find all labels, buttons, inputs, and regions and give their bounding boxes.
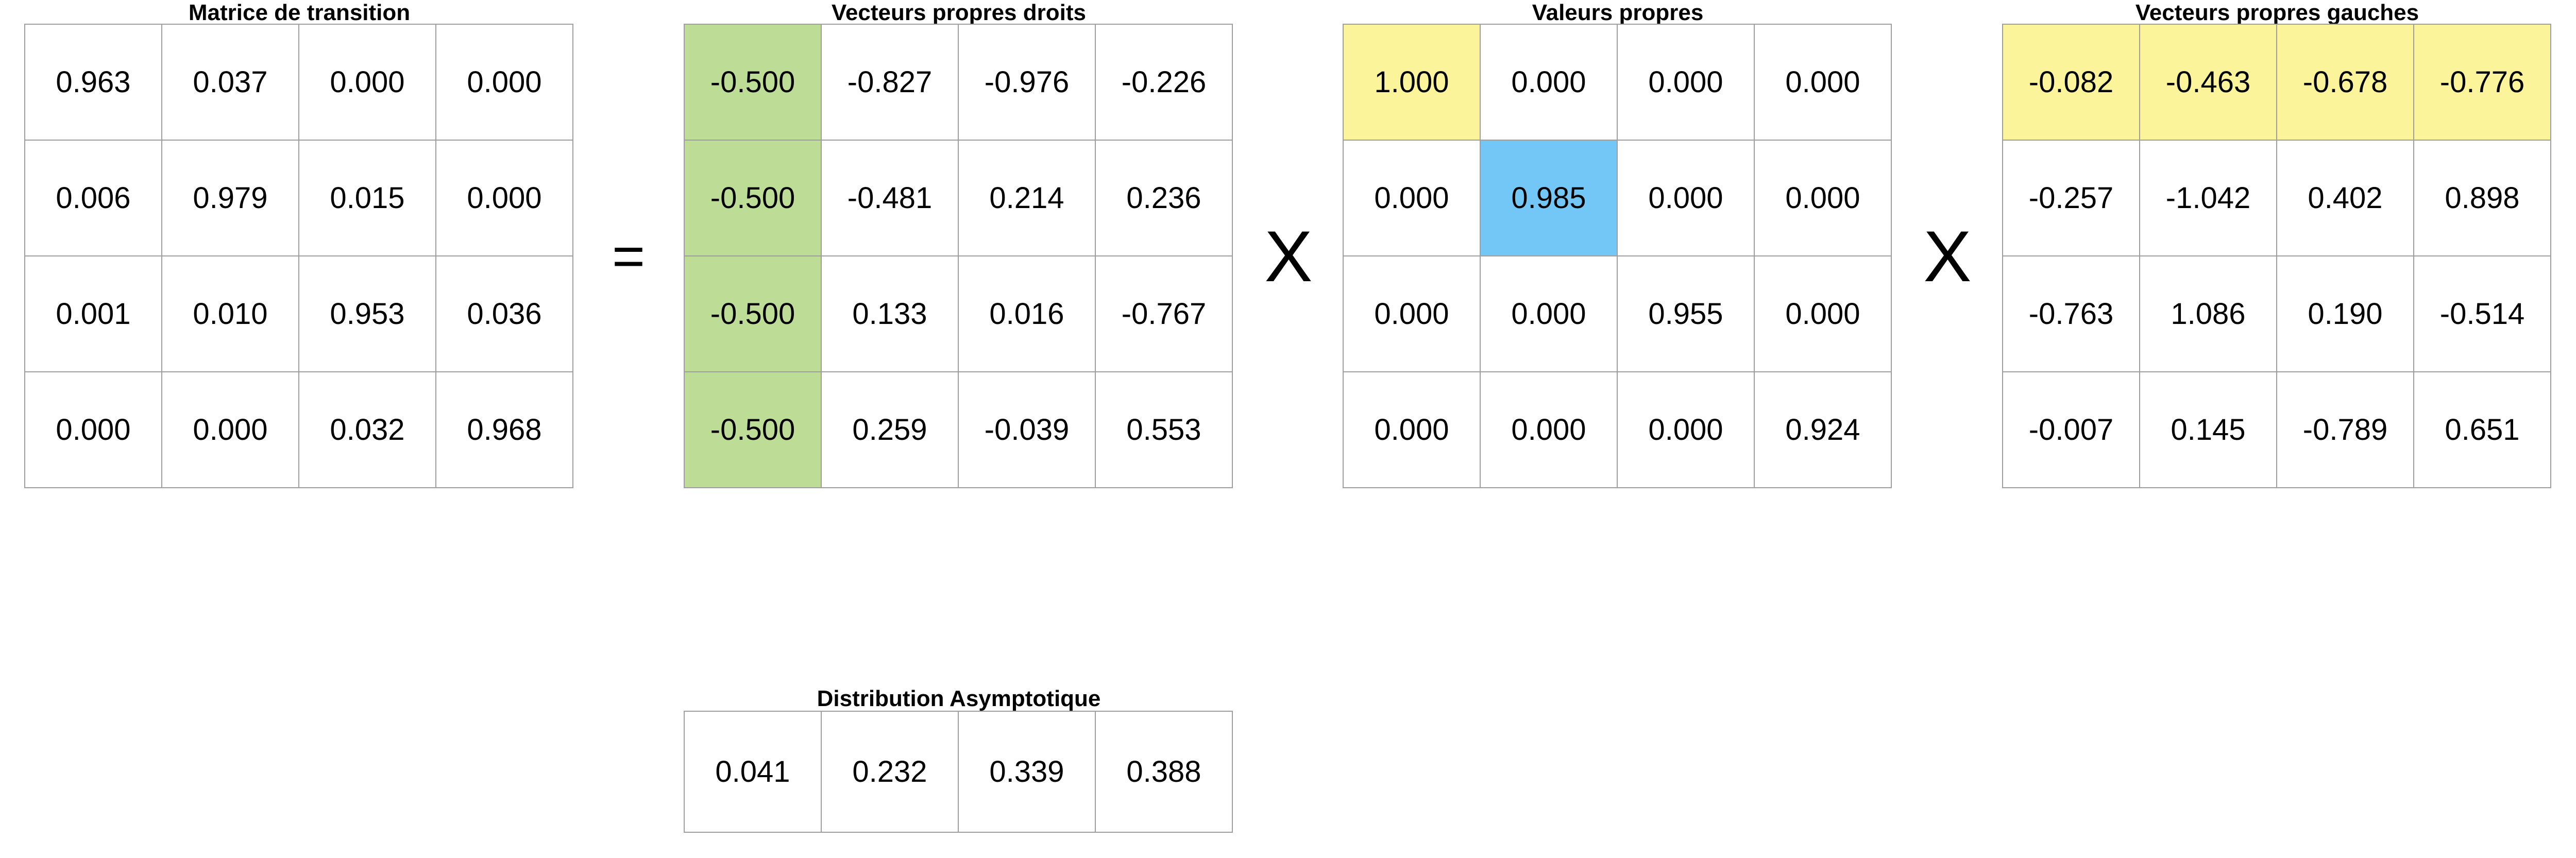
matrix-cell: -1.042 [2139, 140, 2277, 256]
matrix-cell: 0.016 [958, 255, 1096, 372]
matrix-row: 0.963 0.037 0.000 0.000 [24, 24, 573, 141]
matrix-row: 0.000 0.000 0.955 0.000 [1343, 255, 1892, 372]
matrix-cell: 0.041 [684, 711, 822, 833]
matrix-cell: 0.000 [1480, 255, 1618, 372]
highlighted-cell: -0.500 [684, 255, 822, 372]
matrix-row: 0.000 0.000 0.000 0.924 [1343, 371, 1892, 488]
highlighted-cell: -0.463 [2139, 24, 2277, 141]
matrix-cell: -0.257 [2002, 140, 2140, 256]
matrix-cell: 0.133 [821, 255, 959, 372]
matrix-cell: 0.000 [161, 371, 299, 488]
matrix-row: -0.500 0.259 -0.039 0.553 [684, 371, 1233, 488]
matrix-cell: -0.514 [2413, 255, 2551, 372]
matrix-cell: 0.000 [1480, 371, 1618, 488]
highlighted-cell: -0.678 [2276, 24, 2414, 141]
matrix-cell: 0.979 [161, 140, 299, 256]
matrix-cell: -0.007 [2002, 371, 2140, 488]
matrix-cell: 0.232 [821, 711, 959, 833]
matrix-cell: 0.000 [435, 140, 573, 256]
matrix-row: 1.000 0.000 0.000 0.000 [1343, 24, 1892, 141]
left-eigenvectors-table: -0.082 -0.463 -0.678 -0.776 -0.257 -1.04… [2002, 24, 2551, 488]
matrix-cell: -0.789 [2276, 371, 2414, 488]
multiply-sign: X [1264, 216, 1313, 297]
matrix-cell: 0.953 [298, 255, 436, 372]
highlighted-cell: -0.776 [2413, 24, 2551, 141]
matrix-cell: 0.402 [2276, 140, 2414, 256]
matrix-cell: 0.236 [1095, 140, 1233, 256]
matrix-cell: 0.898 [2413, 140, 2551, 256]
matrix-row: 0.000 0.000 0.032 0.968 [24, 371, 573, 488]
matrix-cell: 0.000 [1343, 140, 1481, 256]
asymptotic-distribution-table: 0.041 0.232 0.339 0.388 [684, 711, 1233, 833]
matrix-cell: 0.000 [1480, 24, 1618, 141]
matrix-cell: -0.827 [821, 24, 959, 141]
highlighted-cell: -0.500 [684, 371, 822, 488]
matrix-cell: 0.032 [298, 371, 436, 488]
matrix-row: -0.007 0.145 -0.789 0.651 [2002, 371, 2551, 488]
matrix-cell: -0.767 [1095, 255, 1233, 372]
matrix-cell: 0.000 [1617, 140, 1755, 256]
right-eigenvectors-title: Vecteurs propres droits [832, 0, 1086, 25]
matrix-cell: 0.037 [161, 24, 299, 141]
matrix-cell: 0.000 [1754, 24, 1892, 141]
multiply-sign: X [1923, 216, 1972, 297]
matrix-cell: 0.388 [1095, 711, 1233, 833]
matrix-row: -0.500 -0.827 -0.976 -0.226 [684, 24, 1233, 141]
matrix-cell: -0.763 [2002, 255, 2140, 372]
matrix-cell: 0.214 [958, 140, 1096, 256]
transition-matrix-table: 0.963 0.037 0.000 0.000 0.006 0.979 0.01… [24, 24, 573, 488]
matrix-row: -0.257 -1.042 0.402 0.898 [2002, 140, 2551, 256]
matrix-cell: -0.481 [821, 140, 959, 256]
matrix-cell: 0.000 [1617, 24, 1755, 141]
matrix-row: 0.041 0.232 0.339 0.388 [684, 711, 1233, 833]
matrix-row: -0.763 1.086 0.190 -0.514 [2002, 255, 2551, 372]
highlighted-cell: -0.500 [684, 140, 822, 256]
matrix-cell: 0.963 [24, 24, 162, 141]
matrix-cell: 0.006 [24, 140, 162, 256]
matrix-row: -0.500 -0.481 0.214 0.236 [684, 140, 1233, 256]
highlighted-cell: -0.500 [684, 24, 822, 141]
right-eigenvectors-table: -0.500 -0.827 -0.976 -0.226 -0.500 -0.48… [684, 24, 1233, 488]
equals-sign: = [612, 225, 646, 288]
matrix-cell: -0.039 [958, 371, 1096, 488]
highlighted-cell: -0.082 [2002, 24, 2140, 141]
matrix-cell: 0.651 [2413, 371, 2551, 488]
matrix-cell: 0.000 [1343, 255, 1481, 372]
left-eigenvectors-title: Vecteurs propres gauches [2135, 0, 2419, 25]
matrix-cell: 0.259 [821, 371, 959, 488]
matrix-cell: 0.955 [1617, 255, 1755, 372]
eigenvalues-title: Valeurs propres [1532, 0, 1704, 25]
matrix-cell: 0.036 [435, 255, 573, 372]
highlighted-cell: 1.000 [1343, 24, 1481, 141]
matrix-cell: 0.553 [1095, 371, 1233, 488]
asymptotic-distribution-title: Distribution Asymptotique [817, 686, 1101, 711]
matrix-cell: 0.000 [298, 24, 436, 141]
matrix-cell: 1.086 [2139, 255, 2277, 372]
matrix-cell: 0.000 [1754, 140, 1892, 256]
matrix-cell: -0.226 [1095, 24, 1233, 141]
matrix-cell: 0.145 [2139, 371, 2277, 488]
eigenvalues-table: 1.000 0.000 0.000 0.000 0.000 0.985 0.00… [1343, 24, 1892, 488]
matrix-row: 0.000 0.985 0.000 0.000 [1343, 140, 1892, 256]
matrix-cell: 0.339 [958, 711, 1096, 833]
matrix-cell: 0.190 [2276, 255, 2414, 372]
matrix-row: -0.500 0.133 0.016 -0.767 [684, 255, 1233, 372]
matrix-cell: 0.000 [1754, 255, 1892, 372]
matrix-cell: 0.000 [1343, 371, 1481, 488]
matrix-cell: 0.015 [298, 140, 436, 256]
matrix-row: -0.082 -0.463 -0.678 -0.776 [2002, 24, 2551, 141]
highlighted-cell: 0.985 [1480, 140, 1618, 256]
matrix-cell: 0.968 [435, 371, 573, 488]
matrix-cell: 0.001 [24, 255, 162, 372]
transition-matrix-title: Matrice de transition [188, 0, 411, 25]
matrix-cell: 0.000 [1617, 371, 1755, 488]
matrix-cell: 0.924 [1754, 371, 1892, 488]
matrix-cell: 0.010 [161, 255, 299, 372]
matrix-cell: -0.976 [958, 24, 1096, 141]
matrix-cell: 0.000 [435, 24, 573, 141]
matrix-row: 0.006 0.979 0.015 0.000 [24, 140, 573, 256]
matrix-row: 0.001 0.010 0.953 0.036 [24, 255, 573, 372]
matrix-cell: 0.000 [24, 371, 162, 488]
